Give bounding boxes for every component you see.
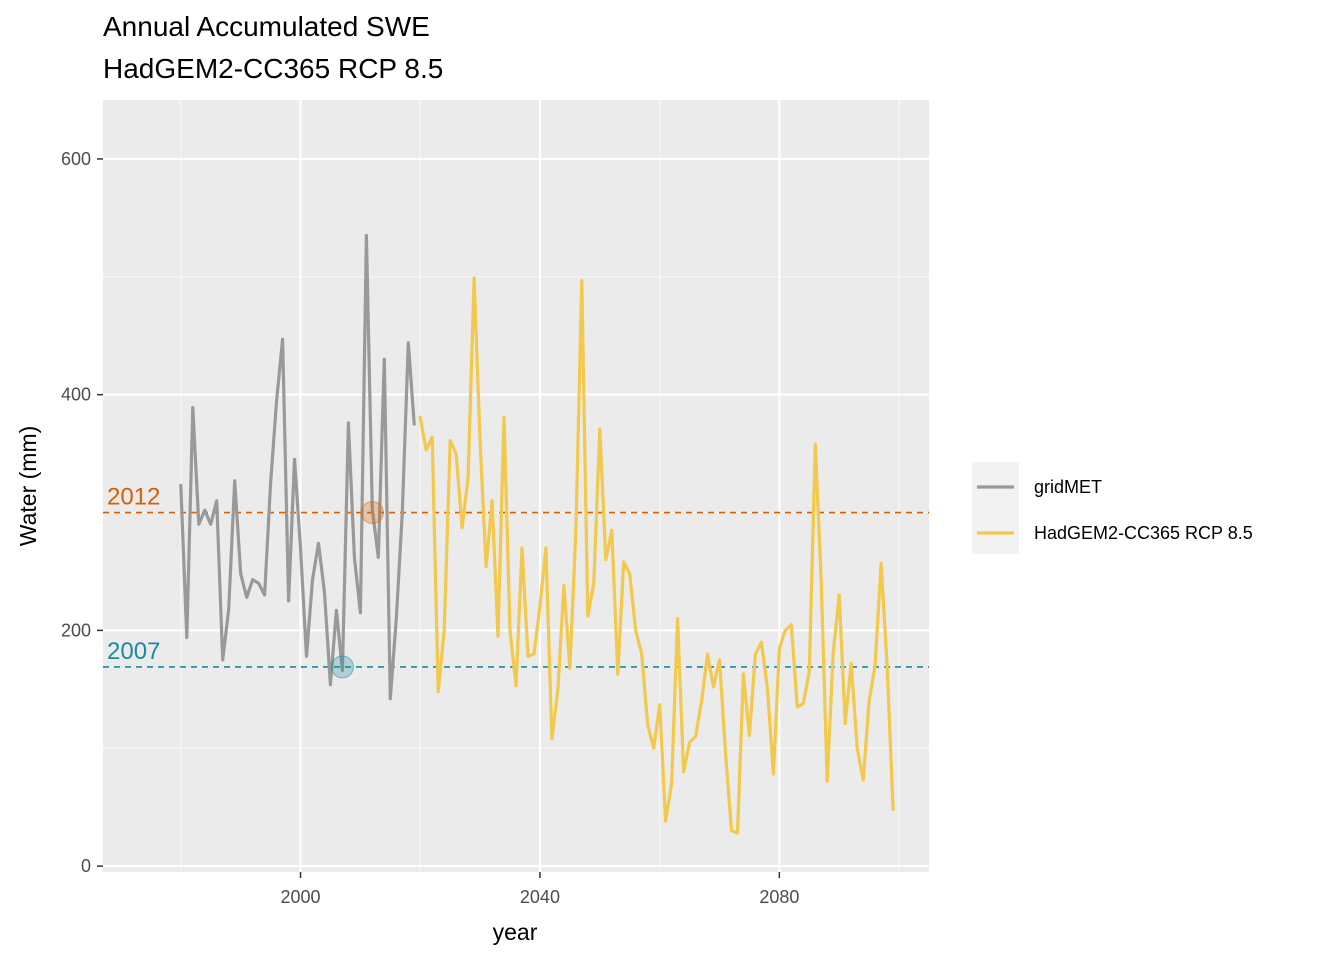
legend-label-gridmet: gridMET [1034, 477, 1102, 497]
reference-label-2012: 2012 [107, 484, 160, 511]
series-lines [179, 233, 895, 835]
grid-major [103, 100, 929, 872]
reference-label-2007: 2007 [107, 638, 160, 665]
y-tick-label: 600 [61, 149, 91, 169]
x-tick-label: 2040 [520, 887, 560, 907]
y-tick-label: 0 [81, 856, 91, 876]
chart-title-line-2: HadGEM2-CC365 RCP 8.5 [103, 53, 443, 84]
chart-title-line-1: Annual Accumulated SWE [103, 11, 430, 42]
reference-marker-2012 [360, 500, 384, 525]
series-line-gridmet [179, 233, 416, 701]
plot-panel [103, 100, 929, 872]
reference-marker-2007 [330, 655, 355, 679]
series-line-hadgem2 [418, 276, 895, 835]
x-axis-title: year [493, 919, 538, 945]
y-tick-label: 400 [61, 385, 91, 405]
legend-key-background [972, 462, 1019, 554]
x-tick-label: 2080 [759, 887, 799, 907]
legend: gridMET HadGEM2-CC365 RCP 8.5 [972, 462, 1253, 554]
legend-label-hadgem2: HadGEM2-CC365 RCP 8.5 [1034, 523, 1253, 543]
x-tick-label: 2000 [280, 887, 320, 907]
y-axis-title: Water (mm) [15, 426, 41, 547]
axis-ticks: 2000 2040 2080 0 200 400 600 [61, 149, 799, 907]
reference-markers [330, 500, 384, 679]
y-tick-label: 200 [61, 620, 91, 640]
